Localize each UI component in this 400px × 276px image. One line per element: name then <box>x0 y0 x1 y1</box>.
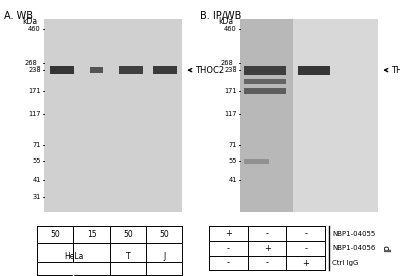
Text: HeLa: HeLa <box>64 252 83 261</box>
Bar <box>244 158 269 164</box>
Bar <box>153 66 177 74</box>
Bar <box>90 67 103 73</box>
Text: 55: 55 <box>228 158 237 164</box>
Text: 15: 15 <box>87 230 96 239</box>
Bar <box>244 66 286 75</box>
Bar <box>119 66 143 74</box>
Text: IP: IP <box>384 245 393 252</box>
Bar <box>293 19 378 213</box>
Text: -: - <box>266 229 269 238</box>
Text: 55: 55 <box>32 158 41 164</box>
Text: Ctrl IgG: Ctrl IgG <box>332 260 359 266</box>
Text: T: T <box>126 252 130 261</box>
Text: -: - <box>304 244 307 253</box>
Text: 460: 460 <box>224 26 237 32</box>
Text: 117: 117 <box>224 111 237 117</box>
Text: 171: 171 <box>28 88 41 94</box>
Bar <box>244 88 286 94</box>
Text: kDa: kDa <box>22 17 37 26</box>
Text: -: - <box>266 259 269 267</box>
Bar <box>244 79 286 84</box>
Text: -: - <box>227 244 230 253</box>
Text: THOC2: THOC2 <box>195 66 224 75</box>
Text: 50: 50 <box>123 230 133 239</box>
Text: 117: 117 <box>28 111 41 117</box>
Bar <box>298 66 330 75</box>
Text: +: + <box>302 259 309 267</box>
Text: 238: 238 <box>28 67 41 73</box>
Text: 268_: 268_ <box>221 59 237 66</box>
Text: 71: 71 <box>228 142 237 148</box>
Bar <box>240 19 293 213</box>
Text: 41: 41 <box>32 177 41 182</box>
Text: 31: 31 <box>32 194 41 200</box>
Text: J: J <box>163 252 166 261</box>
Text: NBP1-04056: NBP1-04056 <box>332 245 376 251</box>
Text: +: + <box>225 229 232 238</box>
Text: -: - <box>227 259 230 267</box>
Text: kDa: kDa <box>218 17 233 26</box>
Bar <box>50 66 74 74</box>
Text: NBP1-04055: NBP1-04055 <box>332 231 376 237</box>
Text: -: - <box>304 229 307 238</box>
Text: B. IP/WB: B. IP/WB <box>200 11 241 21</box>
Text: 41: 41 <box>228 177 237 182</box>
Text: 171: 171 <box>224 88 237 94</box>
Text: 268_: 268_ <box>25 59 41 66</box>
Text: 50: 50 <box>50 230 60 239</box>
Text: A. WB: A. WB <box>4 11 33 21</box>
Text: +: + <box>264 244 270 253</box>
Text: 50: 50 <box>160 230 169 239</box>
Text: 460: 460 <box>28 26 41 32</box>
Text: 238: 238 <box>224 67 237 73</box>
Text: THOC2: THOC2 <box>391 66 400 75</box>
Bar <box>44 19 182 213</box>
Text: 71: 71 <box>32 142 41 148</box>
